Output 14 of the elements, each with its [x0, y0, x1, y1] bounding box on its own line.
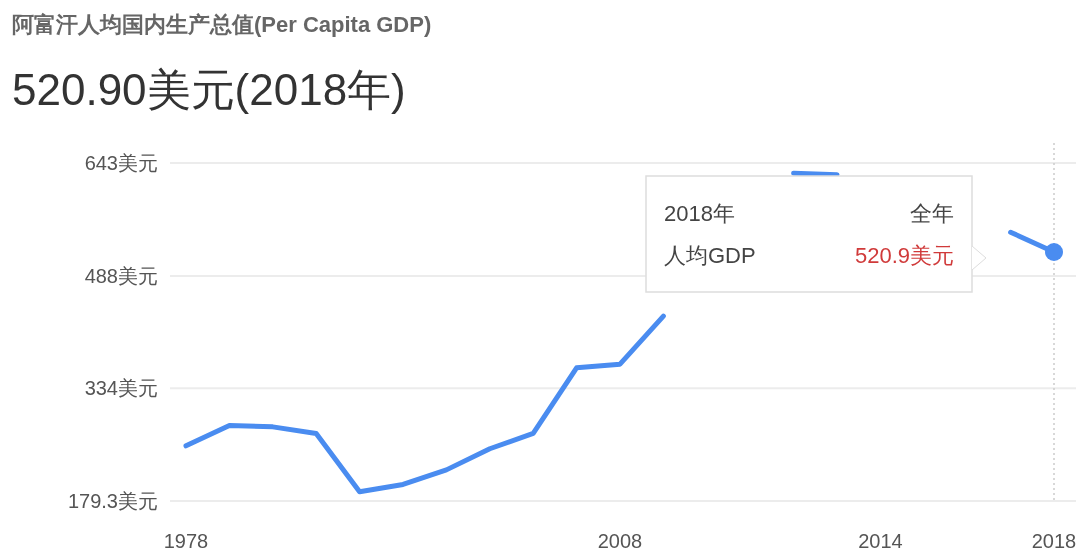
annotation: 人均GDP	[664, 242, 756, 268]
x-tick-label: 2014	[858, 530, 903, 552]
y-tick-label: 179.3美元	[67, 490, 158, 512]
y-tick-label: 643美元	[84, 152, 158, 174]
x-tick-label: 2018	[1031, 530, 1077, 552]
chart-title: 阿富汗人均国内生产总值(Per Capita GDP)	[12, 12, 432, 37]
y-tick-label: 334美元	[84, 377, 158, 400]
x-tick-label: 2008	[597, 530, 643, 552]
chart-subtitle: 520.90美元(2018年)	[12, 65, 406, 114]
annotation: 2018年	[664, 200, 735, 226]
annotation: 全年	[910, 200, 954, 226]
y-tick-label: 488美元	[84, 264, 158, 287]
annotation: 520.9美元	[854, 242, 954, 268]
x-tick-label: 1978	[163, 530, 209, 552]
